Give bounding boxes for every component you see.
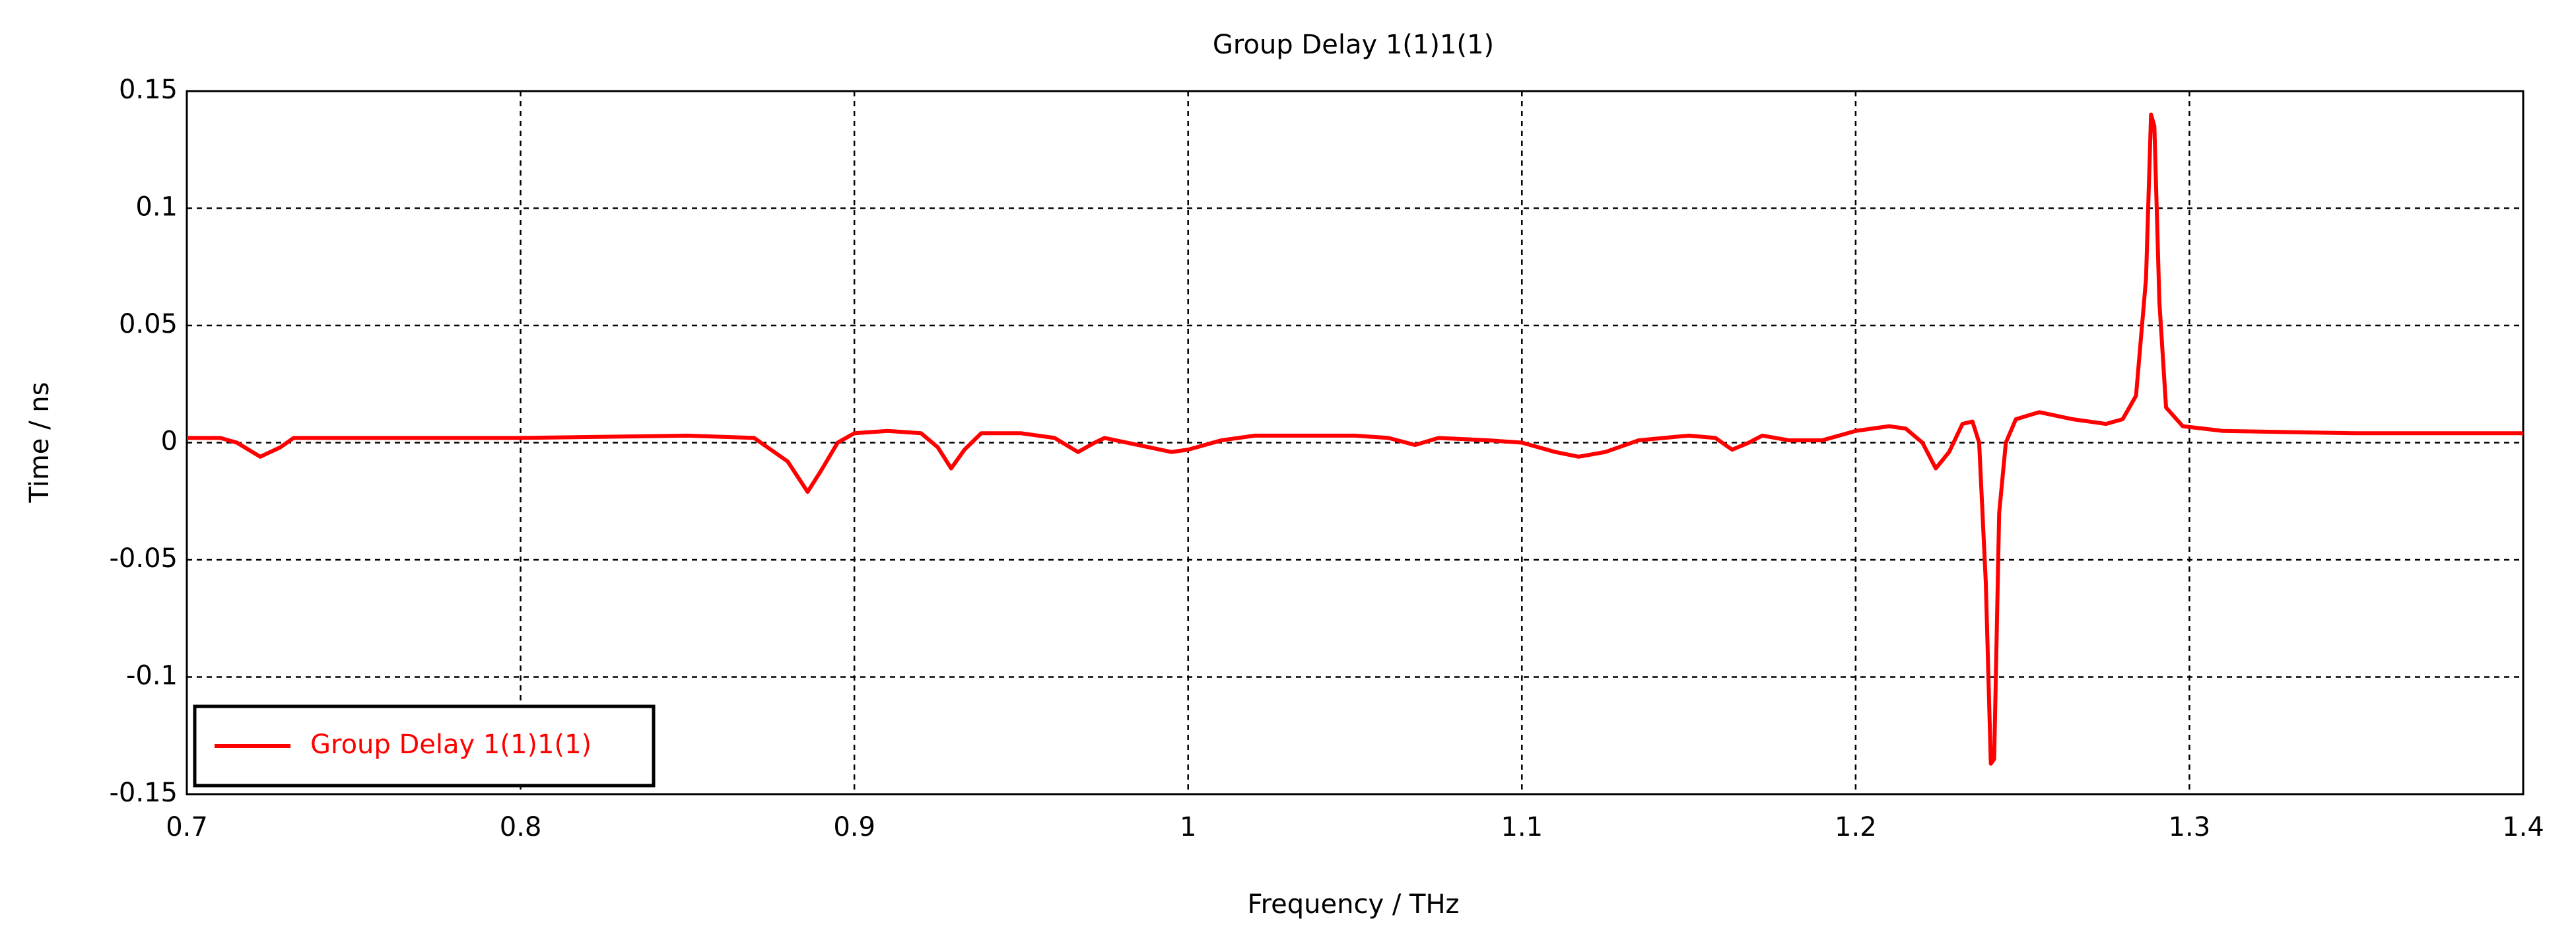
x-tick-label: 0.9 [833, 812, 875, 842]
chart-title: Group Delay 1(1)1(1) [1213, 30, 1494, 60]
legend-label: Group Delay 1(1)1(1) [310, 729, 592, 760]
x-tick-label: 1.2 [1835, 812, 1877, 842]
y-tick-label: -0.05 [110, 543, 178, 574]
y-tick-label: 0.1 [135, 192, 178, 222]
y-tick-label: 0.15 [119, 75, 178, 105]
x-axis-label: Frequency / THz [1247, 889, 1459, 920]
y-axis-label: Time / ns [24, 382, 55, 504]
data-line [187, 112, 2523, 766]
plot-frame [186, 90, 2525, 796]
x-tick-label: 1 [1180, 812, 1196, 842]
x-tick-label: 1.1 [1501, 812, 1543, 842]
y-tick-label: 0 [161, 426, 178, 457]
x-tick-label: 1.4 [2502, 812, 2544, 842]
y-tick-label: -0.15 [110, 778, 178, 808]
legend-box [193, 704, 656, 788]
y-tick-label: 0.05 [119, 309, 178, 339]
x-tick-label: 0.8 [500, 812, 542, 842]
x-tick-label: 0.7 [166, 812, 208, 842]
y-tick-label: -0.1 [126, 661, 178, 691]
x-tick-label: 1.3 [2169, 812, 2211, 842]
